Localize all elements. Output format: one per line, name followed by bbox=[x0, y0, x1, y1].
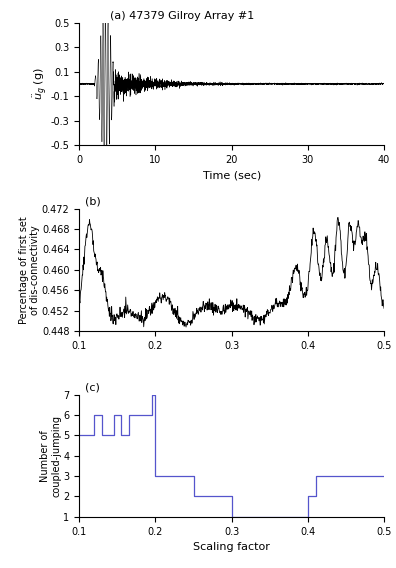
Y-axis label: $\ddot{u}_g$ (g): $\ddot{u}_g$ (g) bbox=[32, 68, 49, 101]
X-axis label: Scaling factor: Scaling factor bbox=[193, 542, 270, 552]
Text: (a) 47379 Gilroy Array #1: (a) 47379 Gilroy Array #1 bbox=[110, 11, 254, 20]
X-axis label: Time (sec): Time (sec) bbox=[202, 170, 261, 180]
Text: (c): (c) bbox=[85, 382, 100, 392]
Y-axis label: Number of
coupled-jumping: Number of coupled-jumping bbox=[40, 415, 62, 497]
Text: (b): (b) bbox=[85, 197, 101, 207]
Y-axis label: Percentage of first set
of dis-connectivity: Percentage of first set of dis-connectiv… bbox=[19, 216, 40, 324]
